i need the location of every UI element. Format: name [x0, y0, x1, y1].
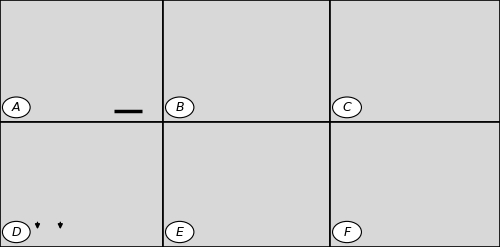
Circle shape [2, 97, 30, 118]
Text: D: D [12, 226, 21, 239]
Text: E: E [176, 226, 184, 239]
Circle shape [332, 97, 362, 118]
Text: F: F [344, 226, 350, 239]
Text: A: A [12, 101, 20, 114]
Text: C: C [342, 101, 351, 114]
Circle shape [166, 97, 194, 118]
Circle shape [166, 221, 194, 243]
Circle shape [2, 221, 30, 243]
Text: B: B [176, 101, 184, 114]
Circle shape [332, 221, 362, 243]
